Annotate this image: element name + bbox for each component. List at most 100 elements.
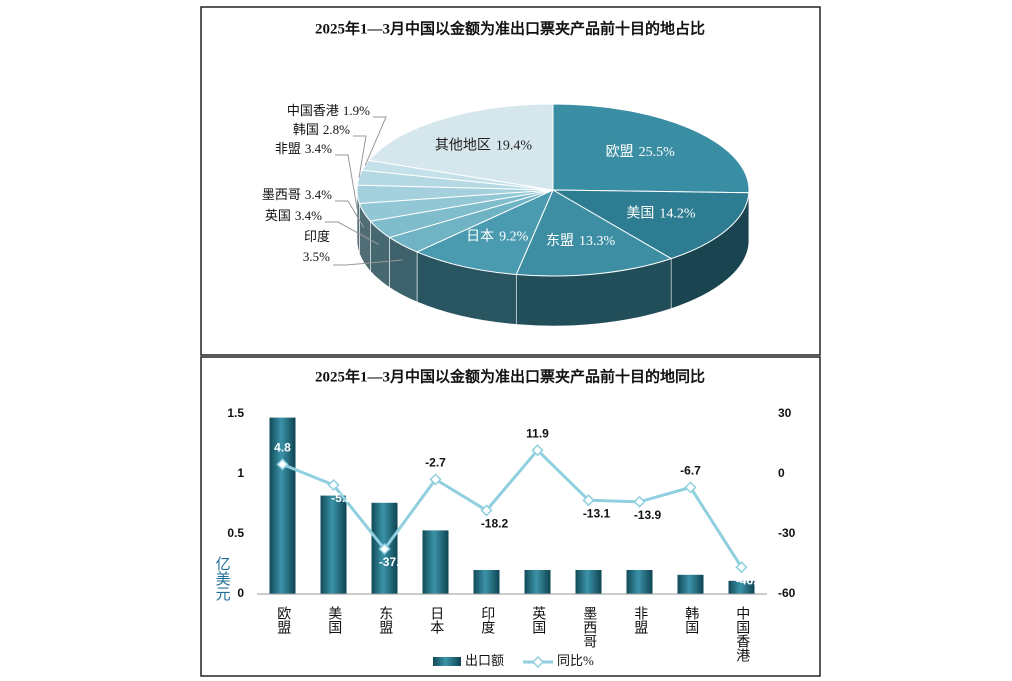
category-label: 墨西哥: [262, 187, 301, 202]
data-label: 非盟 3.4%: [275, 141, 332, 156]
value-label: 14.2%: [659, 207, 696, 222]
value-label: 2.8%: [323, 122, 350, 137]
category-label: 中国香港: [287, 103, 339, 118]
value-label: 3.5%: [303, 249, 330, 264]
leader-line: [353, 135, 367, 178]
y2-tick-label: 0: [778, 466, 785, 480]
pie-slice: [552, 103, 750, 194]
y-tick-label: 1.5: [227, 406, 244, 420]
category-label: 非盟: [275, 141, 301, 156]
value-label: 9.2%: [499, 230, 529, 245]
y-tick-label: 0: [237, 586, 244, 600]
marker: [327, 478, 340, 492]
bar: [575, 570, 602, 594]
pie-slice: [515, 189, 673, 277]
value-label: 3.4%: [305, 141, 332, 156]
marker: [582, 494, 595, 507]
data-label: -13.9: [634, 508, 662, 522]
category-label: 印度: [304, 229, 330, 244]
data-label: -5.5: [331, 491, 352, 505]
value-label: 3.4%: [305, 187, 332, 202]
data-label: 11.9: [526, 426, 549, 440]
y2-tick-label: -60: [778, 586, 796, 600]
pie-slice: [551, 189, 750, 260]
data-label: 4.8: [274, 441, 291, 455]
legend-label: 出口额: [465, 653, 504, 668]
bar: [422, 530, 449, 594]
data-label: 东盟 13.3%: [546, 233, 616, 249]
leader-line: [333, 259, 403, 266]
data-label: 欧盟 25.5%: [606, 144, 676, 160]
bar: [728, 580, 755, 594]
line: [281, 447, 743, 569]
legend-label: 同比%: [557, 653, 594, 668]
data-label: -46.6: [736, 573, 764, 587]
marker: [429, 473, 442, 486]
chart-title: 2025年1—3月中国以金额为准出口票夹产品前十目的地占比: [315, 19, 705, 37]
data-label: 日本 9.2%: [466, 229, 529, 245]
x-tick-label: 韩国: [683, 606, 699, 634]
marker: [480, 504, 493, 517]
marker: [735, 561, 748, 574]
data-label: 美国 14.2%: [626, 206, 696, 222]
category-label: 美国: [626, 206, 654, 222]
marker: [378, 542, 391, 556]
value-label: 13.3%: [579, 234, 616, 249]
x-tick-label: 中国香港: [734, 606, 750, 662]
data-label: 其他地区 19.4%: [435, 137, 533, 153]
category-label: 欧盟: [606, 144, 634, 160]
category-label: 其他地区: [435, 137, 491, 153]
data-label: -18.2: [481, 517, 509, 531]
data-label: 墨西哥 3.4%: [262, 187, 332, 202]
panel: [200, 356, 821, 677]
category-label: 日本: [466, 229, 494, 245]
data-label: 英国 3.4%: [265, 208, 322, 223]
marker: [684, 481, 697, 494]
marker: [276, 458, 289, 471]
value-label: 25.5%: [639, 145, 676, 160]
pie-slice: [368, 103, 554, 191]
bar: [473, 570, 500, 594]
x-tick-label: 东盟: [377, 606, 393, 634]
value-label: 3.4%: [295, 208, 322, 223]
value-label: 19.4%: [496, 138, 533, 153]
data-label: 中国香港 1.9%: [287, 103, 370, 118]
leader-line: [364, 116, 387, 166]
data-label: 印度 3.5%: [303, 229, 330, 264]
bar: [677, 574, 704, 594]
y-tick-label: 0.5: [227, 526, 244, 540]
marker: [531, 444, 544, 457]
x-tick-label: 印度: [479, 606, 495, 634]
y-tick-label: 1: [237, 466, 244, 480]
data-label: 韩国 2.8%: [293, 122, 350, 137]
x-tick-label: 非盟: [632, 606, 648, 634]
bar: [320, 495, 347, 594]
data-label: -37.5: [379, 555, 407, 569]
y-axis-label: 亿美元: [214, 556, 231, 602]
marker: [633, 495, 646, 508]
y2-tick-label: -30: [778, 526, 796, 540]
pie-slice: [415, 189, 554, 276]
category-label: 东盟: [546, 233, 574, 249]
x-tick-label: 美国: [326, 606, 342, 634]
leader-line: [335, 200, 365, 228]
bar: [524, 570, 551, 594]
x-tick-label: 英国: [530, 605, 546, 634]
leader-line: [325, 221, 380, 245]
y2-tick-label: 30: [778, 406, 792, 420]
legend-swatch: [531, 655, 545, 669]
category-label: 韩国: [293, 122, 319, 137]
x-tick-label: 欧盟: [275, 606, 291, 634]
value-label: 1.9%: [343, 103, 370, 118]
legend-swatch: [433, 657, 461, 666]
bar: [269, 417, 296, 594]
data-label: -6.7: [680, 464, 701, 478]
leader-line: [335, 154, 358, 210]
data-label: -2.7: [425, 456, 446, 470]
category-label: 英国: [265, 208, 291, 223]
bar: [626, 570, 653, 594]
x-tick-label: 墨西哥: [581, 606, 597, 648]
chart-title: 2025年1—3月中国以金额为准出口票夹产品前十目的地同比: [315, 367, 705, 385]
data-label: -13.1: [583, 506, 611, 520]
